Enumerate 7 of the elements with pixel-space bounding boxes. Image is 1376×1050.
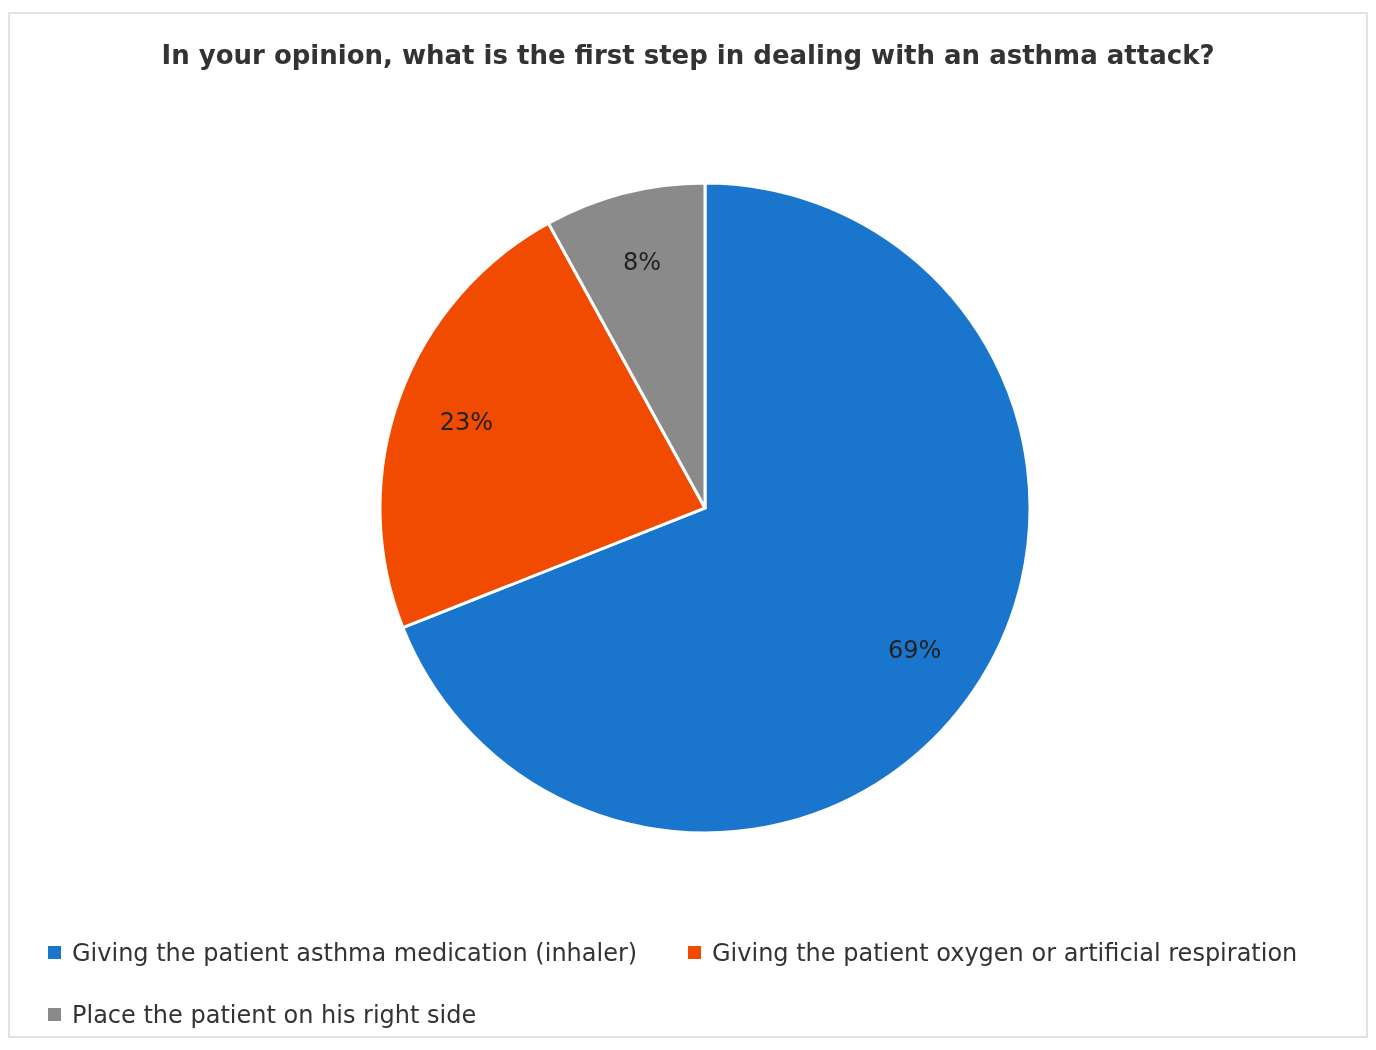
legend-label: Place the patient on his right side: [72, 1001, 477, 1029]
data-label: 23%: [439, 408, 494, 437]
legend-label: Giving the patient oxygen or artificial respiration: [712, 939, 1298, 967]
legend-label: Giving the patient asthma medication (inhaler): [72, 939, 638, 967]
data-label: 8%: [622, 248, 661, 277]
chart-title: In your opinion, what is the first step in dealing with an asthma attack?: [161, 40, 1215, 70]
data-label: 69%: [887, 636, 942, 665]
